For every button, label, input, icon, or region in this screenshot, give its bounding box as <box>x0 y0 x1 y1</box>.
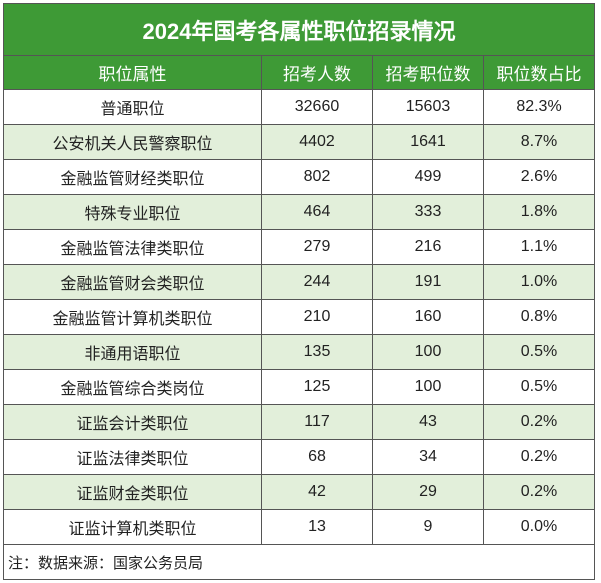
column-header: 招考人数 <box>261 55 373 90</box>
table-cell: 1.8% <box>482 194 596 230</box>
table-cell: 802 <box>261 159 373 195</box>
table-cell: 210 <box>261 299 373 335</box>
table-cell: 1.0% <box>482 264 596 300</box>
column-header: 职位数占比 <box>482 55 596 90</box>
table-title: 2024年国考各属性职位招录情况 <box>2 3 596 56</box>
table-cell: 证监计算机类职位 <box>3 509 262 545</box>
table-cell: 125 <box>261 369 373 405</box>
table-cell: 0.2% <box>482 474 596 510</box>
table-cell: 金融监管财会类职位 <box>3 264 262 300</box>
table-cell: 非通用语职位 <box>3 334 262 370</box>
table-cell: 117 <box>261 404 373 440</box>
table-cell: 43 <box>372 404 484 440</box>
recruitment-table: 2024年国考各属性职位招录情况 职位属性 招考人数 招考职位数 职位数占比 普… <box>2 3 596 580</box>
table-cell: 0.5% <box>482 369 596 405</box>
table-row: 金融监管财会类职位 244 191 1.0% <box>3 264 596 300</box>
table-cell: 279 <box>261 229 373 265</box>
table-cell: 216 <box>372 229 484 265</box>
table-cell: 8.7% <box>482 124 596 160</box>
table-cell: 金融监管法律类职位 <box>3 229 262 265</box>
column-header: 职位属性 <box>3 55 262 90</box>
table-cell: 42 <box>261 474 373 510</box>
table-cell: 464 <box>261 194 373 230</box>
table-row: 证监计算机类职位 13 9 0.0% <box>3 509 596 545</box>
table-cell: 金融监管财经类职位 <box>3 159 262 195</box>
header-row: 职位属性 招考人数 招考职位数 职位数占比 <box>3 55 596 90</box>
table-cell: 0.2% <box>482 404 596 440</box>
table-cell: 191 <box>372 264 484 300</box>
table-row: 公安机关人民警察职位 4402 1641 8.7% <box>3 124 596 160</box>
table-cell: 499 <box>372 159 484 195</box>
table-cell: 9 <box>372 509 484 545</box>
column-header: 招考职位数 <box>372 55 484 90</box>
note-row: 注：数据来源：国家公务员局 <box>2 544 596 580</box>
table-row: 证监会计类职位 117 43 0.2% <box>3 404 596 440</box>
table-cell: 244 <box>261 264 373 300</box>
table-cell: 13 <box>261 509 373 545</box>
table-row: 金融监管财经类职位 802 499 2.6% <box>3 159 596 195</box>
table-cell: 29 <box>372 474 484 510</box>
table-cell: 1.1% <box>482 229 596 265</box>
title-row: 2024年国考各属性职位招录情况 <box>2 3 596 56</box>
table-row: 普通职位 32660 15603 82.3% <box>3 89 596 125</box>
table-cell: 100 <box>372 334 484 370</box>
table-cell: 1641 <box>372 124 484 160</box>
table-cell: 100 <box>372 369 484 405</box>
table-cell: 2.6% <box>482 159 596 195</box>
table-cell: 333 <box>372 194 484 230</box>
table-cell: 4402 <box>261 124 373 160</box>
table-cell: 68 <box>261 439 373 475</box>
table-row: 证监法律类职位 68 34 0.2% <box>3 439 596 475</box>
table-row: 非通用语职位 135 100 0.5% <box>3 334 596 370</box>
table-cell: 0.0% <box>482 509 596 545</box>
table-cell: 135 <box>261 334 373 370</box>
table-row: 证监财金类职位 42 29 0.2% <box>3 474 596 510</box>
table-row: 金融监管法律类职位 279 216 1.1% <box>3 229 596 265</box>
table-row: 金融监管计算机类职位 210 160 0.8% <box>3 299 596 335</box>
table-cell: 金融监管综合类岗位 <box>3 369 262 405</box>
table-cell: 0.2% <box>482 439 596 475</box>
source-note: 注：数据来源：国家公务员局 <box>2 544 596 580</box>
table-cell: 82.3% <box>482 89 596 125</box>
table-cell: 32660 <box>261 89 373 125</box>
table-cell: 34 <box>372 439 484 475</box>
table-cell: 160 <box>372 299 484 335</box>
table-cell: 特殊专业职位 <box>3 194 262 230</box>
table-row: 金融监管综合类岗位 125 100 0.5% <box>3 369 596 405</box>
table-cell: 0.5% <box>482 334 596 370</box>
table-cell: 证监法律类职位 <box>3 439 262 475</box>
table-cell: 金融监管计算机类职位 <box>3 299 262 335</box>
table-cell: 公安机关人民警察职位 <box>3 124 262 160</box>
table-row: 特殊专业职位 464 333 1.8% <box>3 194 596 230</box>
table-cell: 证监会计类职位 <box>3 404 262 440</box>
table-cell: 15603 <box>372 89 484 125</box>
table-cell: 0.8% <box>482 299 596 335</box>
table-cell: 普通职位 <box>3 89 262 125</box>
table-cell: 证监财金类职位 <box>3 474 262 510</box>
